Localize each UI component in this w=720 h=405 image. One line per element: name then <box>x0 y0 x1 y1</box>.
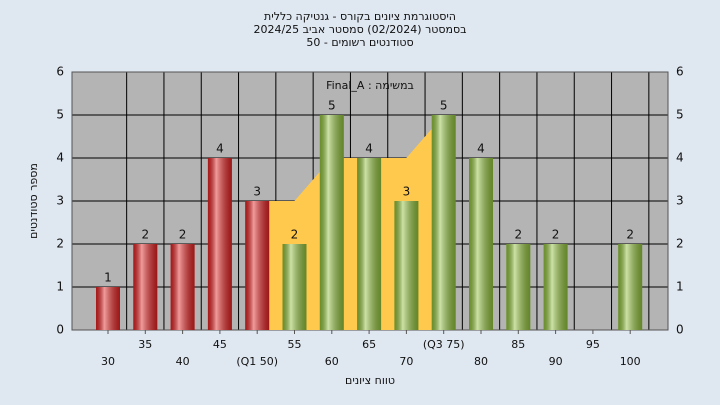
bar-shine <box>319 115 344 330</box>
y-tick-label: 4 <box>676 151 684 165</box>
bar-shine <box>394 201 419 330</box>
data-label: 3 <box>253 185 261 199</box>
y-tick-label: 1 <box>56 280 64 294</box>
chart-subtitle: סטודנטים רשומים - 50 <box>306 36 413 49</box>
x-tick-label: 80 <box>474 355 488 368</box>
x-tick-label: 55 <box>288 338 302 351</box>
annotation: במשימה : Final_A <box>326 79 414 92</box>
x-tick-label: 65 <box>362 338 376 351</box>
data-label: 5 <box>440 99 448 113</box>
x-axis-label: טווח ציונים <box>345 374 395 387</box>
data-label: 1 <box>104 271 112 285</box>
bar-shine <box>431 115 456 330</box>
bar-shine <box>506 244 531 330</box>
data-label: 2 <box>552 228 560 242</box>
y-tick-label: 0 <box>56 323 64 337</box>
bar-shine <box>170 244 195 330</box>
y-tick-label: 3 <box>56 194 64 208</box>
y-tick-label: 5 <box>56 108 64 122</box>
y-tick-label: 2 <box>676 237 684 251</box>
bar-shine <box>282 244 307 330</box>
x-tick-label: 35 <box>138 338 152 351</box>
chart-title: היסטוגרמת ציונים בקורס - גנטיקה כללית <box>264 10 456 23</box>
data-label: 5 <box>328 99 336 113</box>
chart-subtitle: בסמסטר (02/2024) סמסטר אביב 2024/25 <box>253 23 466 36</box>
y-axis-label: מספר סטודנטים <box>27 163 40 239</box>
x-tick-label: (Q1 50) <box>236 355 278 368</box>
bar-shine <box>469 158 493 330</box>
bar-shine <box>618 244 643 330</box>
x-tick-label: 60 <box>325 355 339 368</box>
bar-shine <box>96 287 120 330</box>
y-tick-label: 4 <box>56 151 64 165</box>
data-label: 2 <box>514 228 522 242</box>
y-tick-label: 5 <box>676 108 684 122</box>
bar-shine <box>245 201 270 330</box>
x-tick-label: 30 <box>101 355 115 368</box>
y-tick-label: 2 <box>56 237 64 251</box>
data-label: 4 <box>365 142 373 156</box>
y-tick-label: 0 <box>676 323 684 337</box>
y-tick-label: 3 <box>676 194 684 208</box>
x-tick-label: (Q3 75) <box>423 338 465 351</box>
bar-shine <box>207 158 232 330</box>
y-tick-label: 6 <box>676 65 684 79</box>
data-label: 3 <box>403 185 411 199</box>
y-tick-label: 1 <box>676 280 684 294</box>
bar-shine <box>357 158 382 330</box>
data-label: 4 <box>216 142 224 156</box>
x-tick-label: 95 <box>586 338 600 351</box>
bar-shine <box>543 244 568 330</box>
x-tick-label: 45 <box>213 338 227 351</box>
x-tick-label: 100 <box>620 355 641 368</box>
data-label: 2 <box>626 228 634 242</box>
x-tick-label: 90 <box>549 355 563 368</box>
x-tick-label: 85 <box>511 338 525 351</box>
data-label: 2 <box>291 228 299 242</box>
data-label: 2 <box>141 228 149 242</box>
data-label: 4 <box>477 142 485 156</box>
y-tick-label: 6 <box>56 65 64 79</box>
bar-shine <box>133 244 158 330</box>
data-label: 2 <box>179 228 187 242</box>
x-tick-label: 70 <box>399 355 413 368</box>
x-tick-label: 40 <box>176 355 190 368</box>
